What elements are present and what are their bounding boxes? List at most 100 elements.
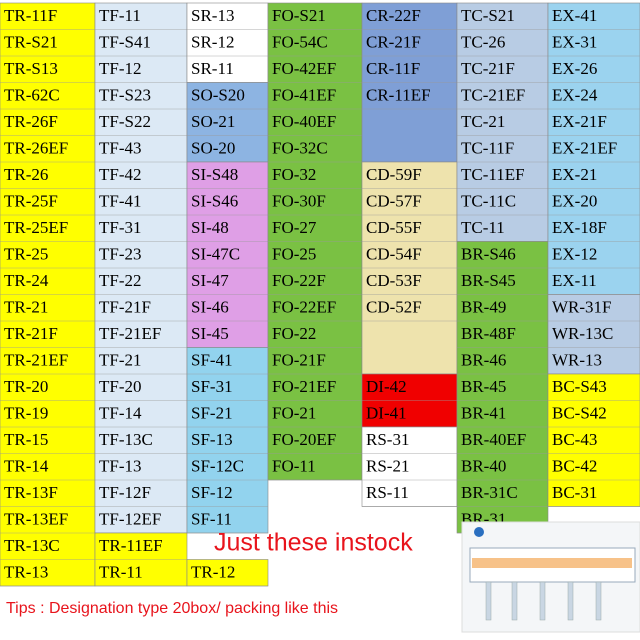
cell-label: TR-13F bbox=[4, 483, 58, 502]
cell-label: SI-48 bbox=[191, 218, 229, 237]
cell-label: FO-54C bbox=[272, 33, 328, 52]
cell-label: TC-11 bbox=[461, 218, 505, 237]
cell-label: TF-S23 bbox=[99, 86, 151, 105]
cell-group bbox=[186, 161, 269, 348]
cell-label: BR-40EF bbox=[461, 430, 526, 449]
cell-label: BC-S43 bbox=[552, 377, 607, 396]
cell-label: BR-41 bbox=[461, 404, 506, 423]
cell-label: FO-41EF bbox=[272, 86, 336, 105]
cell-label: SO-S20 bbox=[191, 86, 245, 105]
cell-label: WR-13 bbox=[552, 351, 602, 370]
cell-label: BR-31C bbox=[461, 483, 518, 502]
cell-label: TR-19 bbox=[4, 404, 48, 423]
cell-label: SF-13 bbox=[191, 430, 233, 449]
cell-label: EX-41 bbox=[552, 6, 597, 25]
cell-label: FO-S21 bbox=[272, 6, 326, 25]
cell-label: TF-14 bbox=[99, 404, 142, 423]
cell-label: TF-21EF bbox=[99, 324, 161, 343]
cell-label: TR-25F bbox=[4, 192, 58, 211]
cell-label: TF-S41 bbox=[99, 33, 151, 52]
cell-label: TF-23 bbox=[99, 245, 142, 264]
cell-group bbox=[186, 559, 269, 587]
cell-label: FO-22EF bbox=[272, 298, 336, 317]
cell-label: SI-47 bbox=[191, 271, 229, 290]
cell-label: EX-31 bbox=[552, 33, 597, 52]
cell-label: FO-32C bbox=[272, 139, 328, 158]
cell-label: TR-24 bbox=[4, 271, 49, 290]
cell-label: TF-12F bbox=[99, 483, 151, 502]
cell-label: TF-12EF bbox=[99, 510, 161, 529]
cell-group bbox=[456, 241, 549, 534]
cell-label: TR-15 bbox=[4, 430, 48, 449]
cell-label: FO-42EF bbox=[272, 59, 336, 78]
cell-label: FO-21EF bbox=[272, 377, 336, 396]
cell-label: TR-11 bbox=[99, 563, 143, 582]
cell-label: TR-21EF bbox=[4, 351, 68, 370]
cell-label: TC-11F bbox=[461, 139, 514, 158]
cell-label: WR-13C bbox=[552, 324, 613, 343]
cell-label: TF-S22 bbox=[99, 112, 151, 131]
cell-label: RS-11 bbox=[366, 483, 409, 502]
cell-label: CR-11F bbox=[366, 59, 420, 78]
cell-label: FO-11 bbox=[272, 457, 316, 476]
cell-label: TF-31 bbox=[99, 218, 142, 237]
cell-label: EX-20 bbox=[552, 192, 597, 211]
cell-label: TF-20 bbox=[99, 377, 142, 396]
cell-label: CR-11EF bbox=[366, 86, 431, 105]
cell-label: CD-57F bbox=[366, 192, 422, 211]
cell-label: TR-25EF bbox=[4, 218, 68, 237]
cell-label: SR-11 bbox=[191, 59, 234, 78]
cell-label: TF-12 bbox=[99, 59, 142, 78]
cell-label: TR-S21 bbox=[4, 33, 58, 52]
cell-group bbox=[547, 294, 640, 375]
product-photo bbox=[461, 521, 640, 633]
cell-label: DI-41 bbox=[366, 404, 407, 423]
cell-grid: TR-11F TR-S21 TR-S13 TR-62C TR-26F TR-26EF TR-… bbox=[0, 2, 640, 587]
cell-label: TF-13C bbox=[99, 430, 153, 449]
cell-label: TR-13C bbox=[4, 536, 60, 555]
cell-label: TR-26F bbox=[4, 112, 58, 131]
cell-label: TC-11EF bbox=[461, 165, 525, 184]
cell-label: FO-25 bbox=[272, 245, 316, 264]
cell-group bbox=[361, 426, 458, 507]
cell-label: TR-13 bbox=[4, 563, 48, 582]
cell-label: SI-45 bbox=[191, 324, 229, 343]
cell-label: EX-11 bbox=[552, 271, 597, 290]
cell-label: SF-12C bbox=[191, 457, 244, 476]
cell-label: EX-24 bbox=[552, 86, 598, 105]
cell-label: TC-21 bbox=[461, 112, 505, 131]
cell-label: SI-S48 bbox=[191, 165, 238, 184]
cell-label: EX-18F bbox=[552, 218, 607, 237]
cell-label: CR-21F bbox=[366, 33, 421, 52]
cell-group bbox=[186, 82, 269, 163]
cell-label: RS-31 bbox=[366, 430, 409, 449]
cell-label: TR-11EF bbox=[99, 536, 163, 555]
cell-label: TF-13 bbox=[99, 457, 142, 476]
cell-label: SI-47C bbox=[191, 245, 240, 264]
cell-label: SO-21 bbox=[191, 112, 235, 131]
cell-label: BC-43 bbox=[552, 430, 597, 449]
cell-label: SR-12 bbox=[191, 33, 234, 52]
cell-label: TF-22 bbox=[99, 271, 142, 290]
cell-label: SR-13 bbox=[191, 6, 234, 25]
cell-label: CD-54F bbox=[366, 245, 422, 264]
cell-label: WR-31F bbox=[552, 298, 612, 317]
cell-group bbox=[186, 347, 269, 534]
cell-label: BR-46 bbox=[461, 351, 506, 370]
tips: Tips : Designation type 20box/ packing l… bbox=[6, 600, 338, 617]
cell-label: TR-21 bbox=[4, 298, 48, 317]
cell-label: FO-30F bbox=[272, 192, 326, 211]
cell-group bbox=[456, 2, 549, 242]
cell-label: FO-21F bbox=[272, 351, 326, 370]
cell-label: TR-12 bbox=[191, 563, 235, 582]
cell-label: FO-32 bbox=[272, 165, 316, 184]
cell-label: DI-42 bbox=[366, 377, 407, 396]
cell-label: TR-21F bbox=[4, 324, 58, 343]
cell-label: TR-62C bbox=[4, 86, 60, 105]
cell-label: EX-21EF bbox=[552, 139, 617, 158]
cell-label: TR-26EF bbox=[4, 139, 68, 158]
cell-label: SI-S46 bbox=[191, 192, 238, 211]
cell-label: RS-21 bbox=[366, 457, 409, 476]
cell-group bbox=[547, 2, 640, 295]
